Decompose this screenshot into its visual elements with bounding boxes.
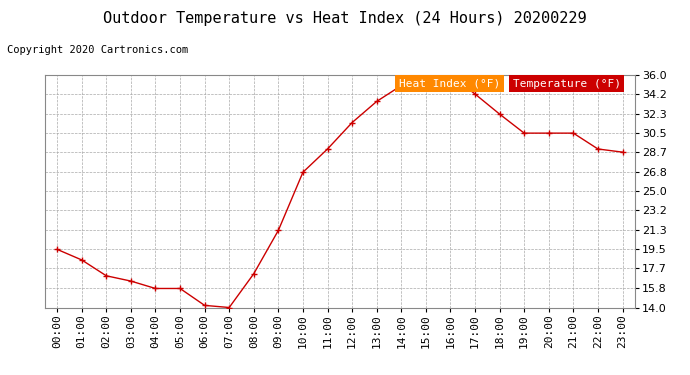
Text: Copyright 2020 Cartronics.com: Copyright 2020 Cartronics.com <box>7 45 188 55</box>
Text: Temperature (°F): Temperature (°F) <box>513 79 621 89</box>
Text: Outdoor Temperature vs Heat Index (24 Hours) 20200229: Outdoor Temperature vs Heat Index (24 Ho… <box>104 11 586 26</box>
Text: Heat Index (°F): Heat Index (°F) <box>399 79 500 89</box>
